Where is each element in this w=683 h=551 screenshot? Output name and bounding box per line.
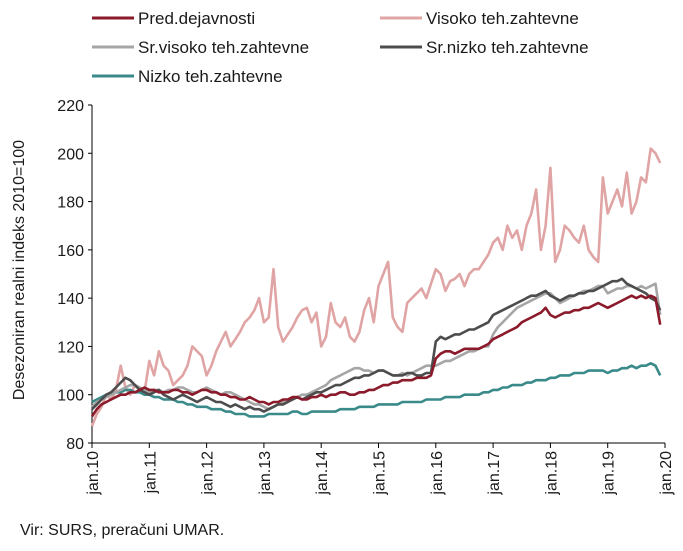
series-line-1	[90, 147, 662, 427]
x-tick-label: jan.19	[601, 451, 618, 496]
legend: Pred.dejavnosti Visoko teh.zahtevne Sr.vis…	[92, 9, 589, 86]
y-tick-label: 80	[66, 436, 84, 453]
legend-label: Nizko teh.zahtevne	[138, 67, 283, 86]
x-tick-label: jan.11	[142, 451, 159, 495]
x-tick-label: jan.20	[658, 451, 675, 496]
y-tick-label: 100	[57, 388, 84, 405]
x-tick-label: jan.10	[85, 451, 102, 496]
x-tick-label: jan.15	[372, 451, 389, 496]
series-group	[90, 147, 662, 427]
legend-label: Sr.nizko teh.zahtevne	[426, 38, 589, 57]
y-tick-label: 160	[57, 243, 84, 260]
y-tick-label: 220	[57, 98, 84, 115]
y-tick-label: 120	[57, 339, 84, 356]
y-axis-title: Desezoniran realni indeks 2010=100	[11, 140, 28, 400]
legend-label: Sr.visoko teh.zahtevne	[138, 38, 309, 57]
series-line-4	[91, 361, 662, 418]
x-tick-label: jan.14	[314, 451, 331, 496]
y-tick-label: 200	[57, 146, 84, 163]
y-tick-label: 180	[57, 195, 84, 212]
x-tick-label: jan.13	[257, 451, 274, 496]
x-tick-label: jan.18	[543, 451, 560, 496]
series-line-3	[91, 277, 662, 413]
x-tick-label: jan.16	[429, 451, 446, 496]
x-tick-label: jan.17	[486, 451, 503, 496]
series-line-0	[90, 294, 662, 418]
y-tick-label: 140	[57, 291, 84, 308]
axes: 80 100 120 140 160 180 200 220 jan.10 jan.11 jan.1…	[57, 98, 675, 496]
x-tick-label: jan.12	[200, 451, 217, 496]
legend-label: Visoko teh.zahtevne	[426, 9, 579, 28]
source-note: Vir: SURS, preračuni UMAR.	[20, 522, 224, 539]
legend-label: Pred.dejavnosti	[138, 9, 255, 28]
